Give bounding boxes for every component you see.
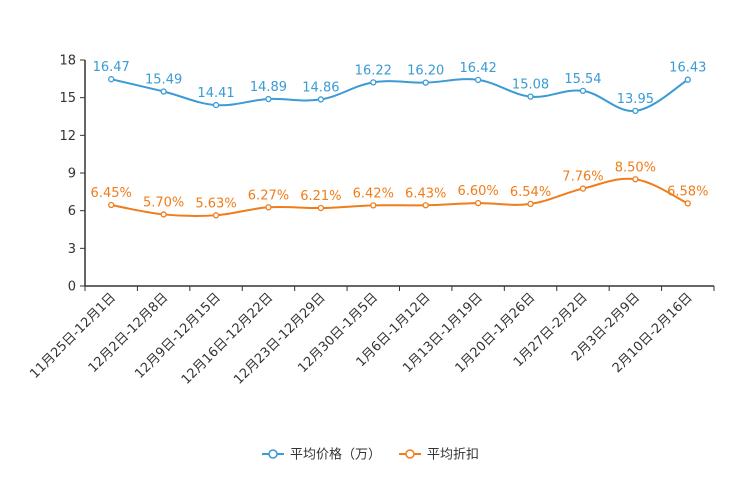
data-label: 16.47	[93, 60, 130, 75]
data-point	[265, 95, 272, 103]
data-label: 15.54	[564, 72, 601, 87]
data-label: 6.60%	[457, 184, 498, 199]
data-label: 16.20	[407, 64, 444, 79]
data-label: 6.58%	[667, 184, 708, 199]
data-point	[108, 201, 115, 209]
data-point	[370, 79, 377, 86]
x-tick-label: 11月25日-12月1日	[27, 290, 119, 382]
legend-label-1: 平均折扣	[427, 448, 479, 463]
data-label: 13.95	[617, 92, 654, 107]
data-point	[422, 79, 429, 86]
data-point	[160, 88, 167, 95]
data-point	[684, 200, 691, 207]
data-point	[212, 212, 220, 219]
data-point	[370, 202, 377, 209]
data-label: 14.86	[302, 80, 339, 95]
legend-label-0: 平均价格（万）	[290, 447, 381, 463]
data-point	[632, 176, 639, 183]
x-tick-label: 12月16日-12月22日	[179, 290, 276, 387]
data-label: 16.42	[460, 61, 497, 76]
data-label: 6.21%	[300, 189, 341, 204]
data-point	[108, 76, 115, 83]
series-line-1	[111, 177, 689, 218]
data-point	[632, 107, 639, 114]
series-line-0	[110, 78, 689, 112]
y-tick-label: 3	[68, 242, 76, 257]
data-point	[527, 200, 534, 208]
y-tick-label: 0	[68, 280, 76, 295]
data-label: 5.63%	[195, 196, 236, 211]
data-label: 16.43	[669, 61, 706, 76]
data-label: 7.76%	[562, 170, 603, 185]
data-point	[317, 96, 325, 103]
data-label: 14.89	[250, 80, 287, 95]
x-tick-label: 12月23日-12月29日	[231, 290, 328, 387]
y-tick-label: 12	[59, 129, 76, 144]
data-label: 5.70%	[143, 195, 184, 210]
y-tick-label: 15	[59, 91, 76, 106]
data-point	[527, 93, 534, 100]
data-label: 6.42%	[353, 186, 394, 201]
data-label: 8.50%	[615, 160, 656, 175]
data-label: 6.45%	[91, 186, 132, 201]
data-label: 15.49	[145, 73, 182, 88]
data-point	[579, 185, 587, 192]
data-label: 6.27%	[248, 188, 289, 203]
y-tick-label: 6	[68, 204, 76, 219]
data-label: 14.41	[197, 86, 234, 101]
data-point	[579, 87, 587, 95]
data-label: 15.08	[512, 78, 549, 93]
data-point	[212, 101, 220, 109]
data-label: 16.22	[355, 63, 392, 78]
data-point	[317, 204, 325, 212]
y-tick-label: 9	[68, 167, 76, 182]
data-label: 6.54%	[510, 185, 551, 200]
data-point	[474, 199, 482, 207]
data-point	[265, 204, 272, 211]
series-layer	[108, 76, 691, 219]
legend-marker-0	[268, 449, 278, 459]
data-point	[684, 76, 691, 83]
y-tick-label: 18	[59, 54, 76, 69]
data-point	[422, 202, 429, 209]
legend[interactable]: 平均价格（万） 平均折扣	[262, 447, 479, 463]
data-label-layer: 16.47 15.49 14.41 14.89 14.86 16.22 16.20 16.42…	[91, 60, 709, 211]
data-point	[474, 76, 482, 83]
data-point	[160, 211, 167, 218]
data-label: 6.43%	[405, 186, 446, 201]
legend-marker-1	[405, 449, 415, 459]
